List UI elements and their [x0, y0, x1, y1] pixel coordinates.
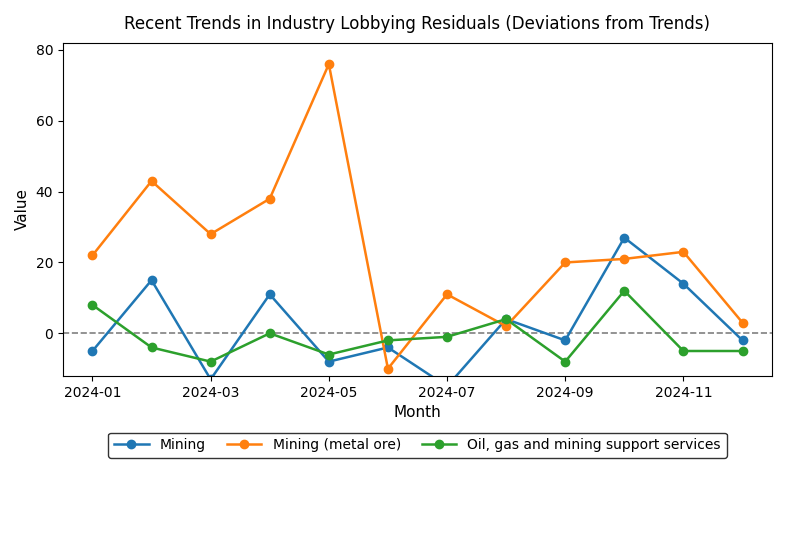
Mining: [206, 376, 216, 383]
Mining (metal ore): [502, 323, 511, 329]
Oil, gas and mining support services: [502, 316, 511, 322]
Title: Recent Trends in Industry Lobbying Residuals (Deviations from Trends): Recent Trends in Industry Lobbying Resid…: [125, 15, 710, 33]
Oil, gas and mining support services: [88, 302, 97, 308]
Mining (metal ore): [619, 255, 629, 262]
Oil, gas and mining support services: [442, 334, 452, 340]
Mining: [738, 337, 747, 343]
Line: Mining: Mining: [88, 233, 747, 391]
Mining (metal ore): [738, 320, 747, 326]
Mining (metal ore): [383, 365, 393, 372]
Mining: [560, 337, 570, 343]
Mining (metal ore): [324, 61, 333, 67]
Mining (metal ore): [88, 252, 97, 259]
Oil, gas and mining support services: [324, 351, 333, 358]
Oil, gas and mining support services: [206, 358, 216, 365]
Mining: [88, 348, 97, 354]
Mining (metal ore): [265, 196, 274, 202]
X-axis label: Month: Month: [393, 405, 442, 420]
Line: Oil, gas and mining support services: Oil, gas and mining support services: [88, 287, 747, 366]
Mining: [619, 234, 629, 241]
Mining: [383, 344, 393, 351]
Mining (metal ore): [442, 291, 452, 298]
Mining: [502, 316, 511, 322]
Line: Mining (metal ore): Mining (metal ore): [88, 60, 747, 373]
Y-axis label: Value: Value: [15, 188, 30, 230]
Oil, gas and mining support services: [265, 330, 274, 336]
Oil, gas and mining support services: [383, 337, 393, 343]
Mining: [265, 291, 274, 298]
Oil, gas and mining support services: [147, 344, 156, 351]
Oil, gas and mining support services: [679, 348, 688, 354]
Mining: [324, 358, 333, 365]
Legend: Mining, Mining (metal ore), Oil, gas and mining support services: Mining, Mining (metal ore), Oil, gas and…: [108, 433, 727, 458]
Mining: [679, 280, 688, 287]
Oil, gas and mining support services: [738, 348, 747, 354]
Mining (metal ore): [679, 248, 688, 255]
Oil, gas and mining support services: [560, 358, 570, 365]
Mining: [442, 383, 452, 390]
Mining (metal ore): [147, 178, 156, 184]
Mining (metal ore): [560, 259, 570, 266]
Mining: [147, 277, 156, 284]
Mining (metal ore): [206, 231, 216, 237]
Oil, gas and mining support services: [619, 288, 629, 294]
